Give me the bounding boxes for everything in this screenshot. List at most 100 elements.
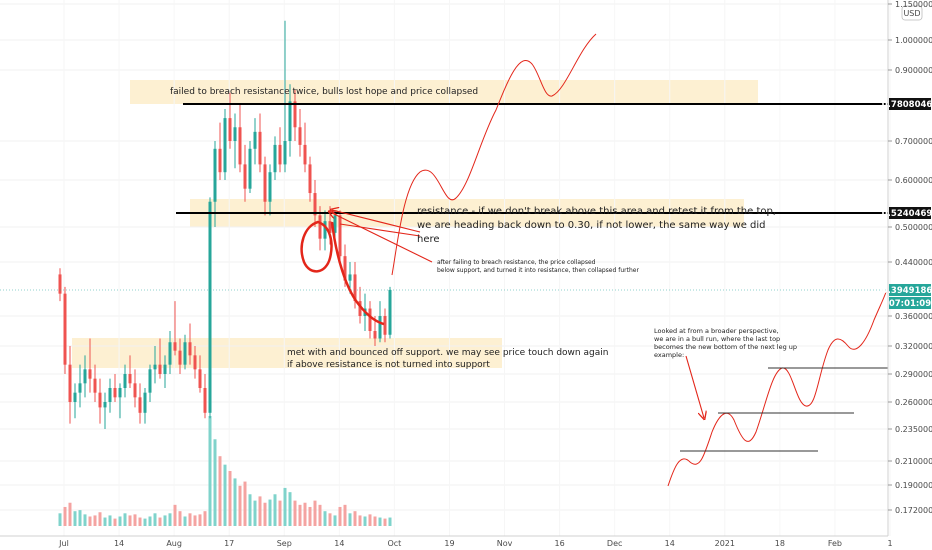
volume-bar: [293, 500, 297, 526]
candle-body: [228, 118, 232, 141]
price-tick-label: 0.90000000: [895, 66, 932, 75]
candle-body: [168, 342, 172, 365]
candle-body: [303, 144, 307, 165]
volume-bar: [263, 502, 267, 526]
volume-bar: [143, 518, 147, 526]
candle-body: [368, 308, 372, 331]
price-badge[interactable]: [889, 207, 931, 219]
price-tick-label: 0.17200000: [895, 506, 932, 515]
candle-body: [163, 364, 167, 374]
time-axis[interactable]: Jul 14 Aug 17 Sep 14 Oct 19 Nov 16 Dec 14 2021 18 Feb 1: [0, 535, 893, 548]
volume-bar: [223, 464, 227, 526]
candle-body: [378, 316, 382, 339]
volume-bar: [323, 511, 327, 526]
candle-body: [113, 388, 117, 398]
volume-bar: [188, 513, 192, 526]
price-badge[interactable]: [889, 297, 931, 309]
candle-body: [273, 144, 277, 173]
top-note-text: failed to breach resistance twice, bulls…: [170, 87, 478, 97]
price-tick-label: 1.00000000: [895, 36, 932, 45]
currency-label: USD: [903, 9, 920, 18]
currency-badge[interactable]: [901, 5, 923, 21]
price-grid: [0, 3, 888, 511]
candle-body: [178, 350, 182, 365]
price-tick-label: 0.36000000: [895, 312, 932, 321]
candle-body: [388, 289, 392, 335]
candle-body: [353, 274, 357, 302]
volume-bar: [183, 516, 187, 526]
volume-bar: [113, 518, 117, 526]
volume-bar: [363, 516, 367, 526]
candle-body: [128, 374, 132, 384]
volume-bar: [88, 516, 92, 526]
volume-bar: [198, 514, 202, 526]
collapse-note-line-2: below support, and turned it into resist…: [437, 267, 639, 274]
volume-bar: [383, 518, 387, 526]
price-axis[interactable]: USD 1.15000000 1.00000000 0.90000000 0.7000…: [882, 0, 932, 536]
volume-bar: [308, 506, 312, 526]
candle-body: [323, 221, 327, 239]
candle-body: [238, 127, 242, 165]
volume-bar: [298, 504, 302, 526]
candle-body: [328, 221, 332, 233]
volume-bar: [213, 439, 217, 526]
volume-bar: [333, 515, 337, 526]
volume-bar: [138, 517, 142, 526]
price-tick-label: 0.44000000: [895, 258, 932, 267]
support-note-line-1: met with and bounced off support. we may…: [287, 348, 608, 358]
volume-bar: [318, 504, 322, 526]
price-badge[interactable]: [889, 284, 931, 296]
time-tick-label: 14: [334, 539, 344, 548]
volume-bar: [108, 515, 112, 526]
volume-bar: [83, 514, 87, 526]
candle-body: [223, 118, 227, 173]
candle-body: [298, 127, 302, 145]
candle-body: [138, 397, 142, 413]
volume-bar: [353, 511, 357, 526]
volume-bar: [268, 499, 272, 526]
price-tick-label: 0.32000000: [895, 342, 932, 351]
volume-bar: [103, 517, 107, 526]
candle-body: [108, 388, 112, 402]
candle-body: [233, 127, 237, 141]
time-tick-label: Nov: [497, 539, 513, 548]
candle-body: [148, 369, 152, 393]
volume-bar: [133, 514, 137, 526]
price-badge-label: 0.52404694: [882, 209, 932, 219]
candle-body: [173, 342, 177, 351]
volume-bar: [218, 456, 222, 526]
price-tick-label: 0.23500000: [895, 425, 932, 434]
price-tick-label: 0.26000000: [895, 398, 932, 407]
support-zone: [72, 338, 502, 368]
price-tick-label: 0.19000000: [895, 481, 932, 490]
candle-body: [93, 378, 97, 393]
candlesticks: [58, 20, 392, 429]
volume-bar: [368, 514, 372, 526]
volume-bar: [168, 513, 172, 526]
candle-body: [158, 364, 162, 374]
volume-bar: [258, 496, 262, 526]
volume-bar: [288, 492, 292, 526]
volume-bar: [273, 494, 277, 526]
time-tick-label: 16: [555, 539, 565, 548]
volume-bar: [388, 517, 392, 526]
volume-bar: [278, 500, 282, 526]
price-badge[interactable]: [889, 98, 931, 110]
time-tick-label: Aug: [166, 539, 182, 548]
candle-body: [153, 364, 157, 370]
candle-body: [78, 383, 82, 393]
resistance-note-line-2: we are heading back down to 0.30, if not…: [417, 220, 766, 231]
volume-bar: [303, 502, 307, 526]
volume-bar: [178, 511, 182, 526]
volume-bar: [63, 506, 67, 526]
time-tick-label: 1: [887, 539, 892, 548]
bull-arrow: [685, 355, 704, 418]
price-tick-label: 0.29000000: [895, 370, 932, 379]
resistance-zone-top: [130, 80, 758, 104]
projection-path: [391, 33, 597, 276]
support-note-line-2: if above resistance is not turned into s…: [287, 360, 490, 370]
candle-body: [343, 256, 347, 281]
candle-body: [333, 215, 337, 233]
volume-bar: [373, 516, 377, 526]
